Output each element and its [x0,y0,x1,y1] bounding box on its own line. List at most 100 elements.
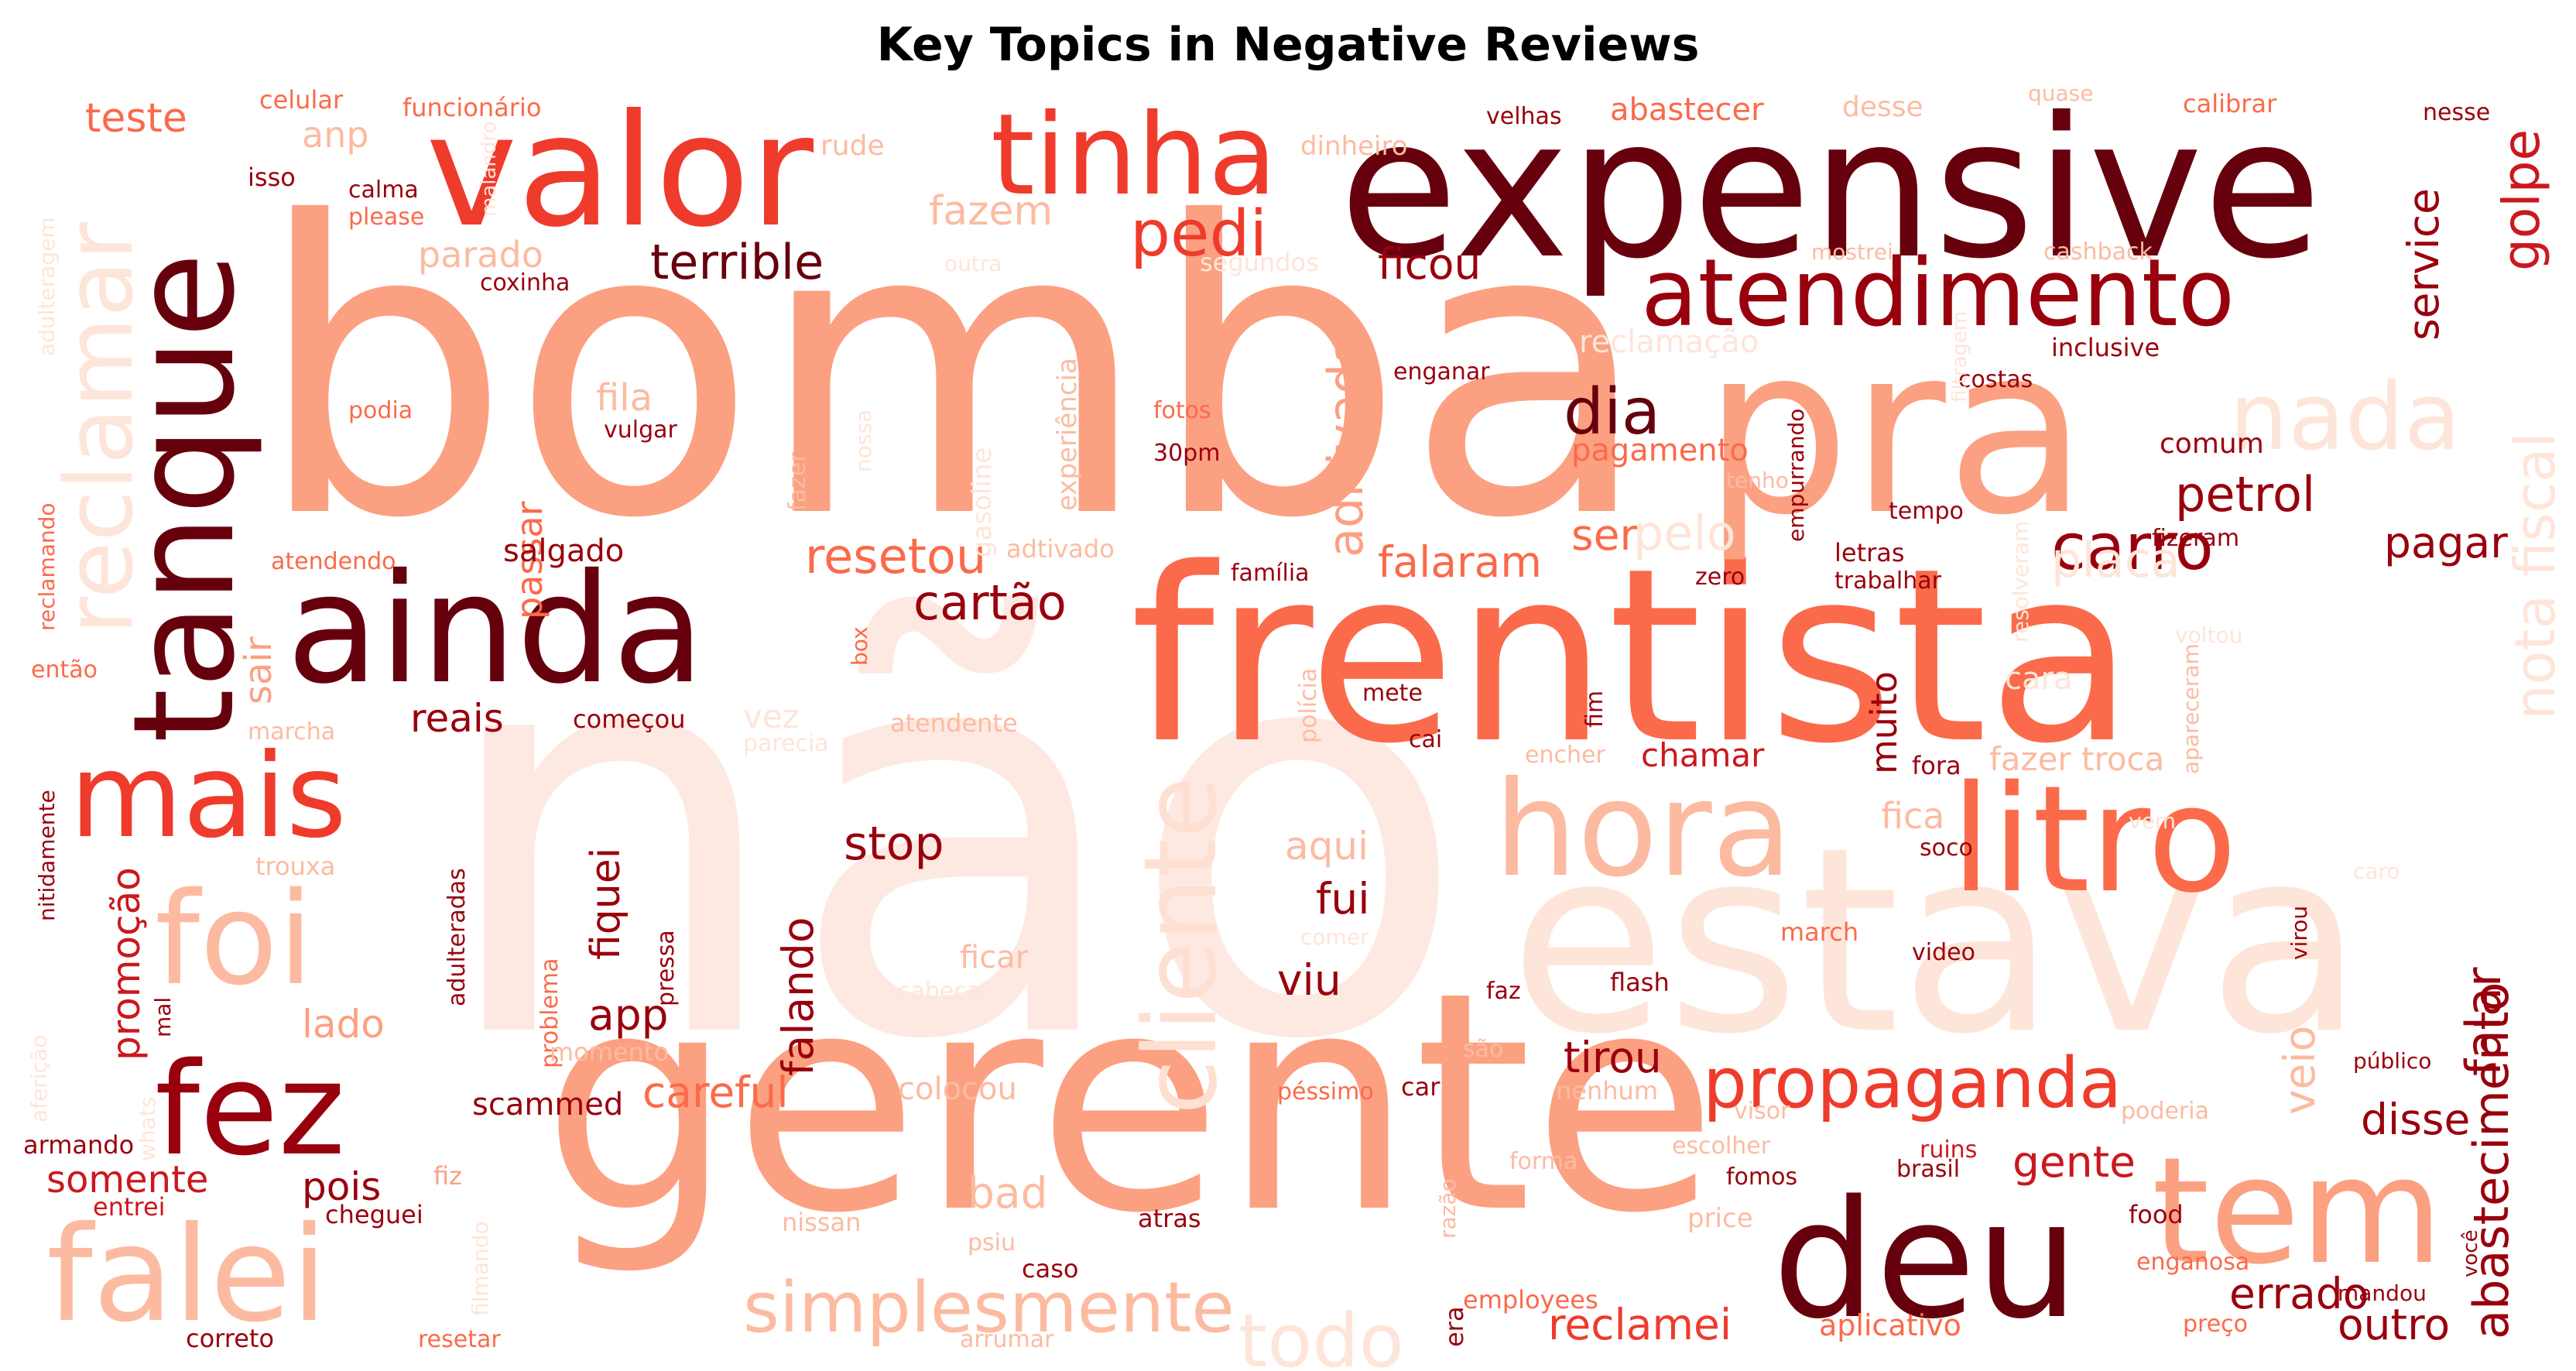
word-resetar: resetar [418,1326,501,1353]
word-fazem: fazem [929,188,1053,235]
word-careful: careful [642,1068,789,1117]
word-pedi: pedi [1130,197,1267,271]
word-voltou: voltou [2175,622,2242,648]
word-adulteradas: adulteradas [444,868,471,1006]
word-golpe: golpe [2492,129,2551,271]
word-placa: placa [2051,532,2180,588]
word-parecia: parecia [743,730,829,757]
word-passar: passar [509,501,550,619]
word-desse: desse [1842,91,1923,123]
word-falei: falei [46,1198,327,1352]
word-please: please [348,204,424,231]
word-fila: fila [596,376,653,420]
word-estava: estava [1509,793,2364,1090]
word-filmando: filmando [468,1222,493,1317]
word-quase: quase [2028,81,2094,106]
word-petrol: petrol [2175,466,2315,523]
word-segundos: segundos [1200,248,1319,277]
word-nota-fiscal: nota fiscal [2502,433,2567,721]
word-rude: rude [820,130,885,162]
word-errado: errado [2229,1269,2369,1318]
word-público: público [2353,1048,2431,1074]
word-atendendo: atendendo [271,548,396,575]
word-scammed: scammed [472,1087,623,1123]
word-pressa: pressa [653,930,680,1006]
word-funcionário: funcionário [402,93,541,122]
word-flash: flash [1610,968,1670,997]
word-empurrando: empurrando [1783,409,1809,542]
word-ainda: ainda [286,541,705,717]
word-fiquei: fiquei [583,848,629,960]
word-mete: mete [1362,680,1423,707]
word-calma: calma [348,177,419,204]
word-sair: sair [237,636,280,704]
word-nitidamente: nitidamente [34,790,60,921]
word-aqui: aqui [1285,824,1368,869]
word-cabeça: cabeça [898,978,981,1005]
word-fazer: fazer [784,452,811,511]
word-não: não [433,512,1469,1161]
word-falar: falar [2455,967,2512,1076]
word-hora: hora [1494,753,1793,907]
word-fotos: fotos [1153,397,1211,424]
word-podia: podia [348,397,413,424]
word-caso: caso [1022,1254,1078,1284]
word-nesse: nesse [2423,99,2490,126]
word-cliente: cliente [1122,776,1239,1115]
word-box: box [847,626,872,666]
word-tenho: tenho [1726,468,1789,493]
word-pra: pra [1703,296,2088,566]
word-gerente: gerente [542,927,1718,1279]
word-salgado: salgado [503,533,624,569]
word-fora: fora [1912,751,1961,780]
word-nissan: nissan [782,1208,861,1237]
word-malandro: malandro [478,122,501,217]
word-filtragem: filtragem [1948,311,1971,403]
word-frentista: frentista [1130,517,2135,797]
word-teste: teste [85,95,187,142]
word-falaram: falaram [1378,537,1542,587]
word-fui: fui [1316,874,1370,924]
word-comum: comum [2160,428,2264,460]
word-pagamento: pagamento [1571,433,1749,468]
word-reclamar: reclamar [46,221,154,635]
word-viu: viu [1277,955,1341,1005]
word-car: car [1401,1072,1440,1102]
word-experiência: experiência [1052,358,1083,511]
word-terrible: terrible [650,234,824,290]
word-família: família [1231,560,1310,587]
word-disse: disse [2361,1095,2470,1144]
word-video: video [1912,939,1975,966]
word-cartão: cartão [913,574,1067,631]
word-lado: lado [302,1002,385,1047]
word-resolveram: resolveram [2008,521,2033,643]
word-atendimento: atendimento [1641,240,2235,348]
word-todo: todo [1238,1299,1404,1371]
word-inclusive: inclusive [2051,333,2160,362]
word-fizeram: fizeram [2152,525,2239,552]
word-soco: soco [1920,835,1973,862]
word-tirou: tirou [1564,1033,1662,1082]
word-bomba: bomba [255,137,1652,606]
word-vez: vez [743,697,800,735]
word-atendente: atendente [890,708,1018,738]
word-carro: carro [2051,511,2214,584]
word-somente: somente [46,1158,208,1201]
word-simplesmente: simplesmente [743,1267,1235,1349]
word-momento: momento [550,1037,669,1067]
word-ruins: ruins [1920,1136,1977,1164]
word-resetou: resetou [805,528,986,584]
word-visor: visor [1734,1098,1790,1125]
word-whats: whats [135,1097,160,1161]
word-zero: zero [1695,564,1745,591]
word-reclamei: reclamei [1548,1300,1732,1349]
word-gente: gente [2012,1137,2136,1187]
word-litro: litro [1951,754,2237,925]
word-fim: fim [1581,691,1608,728]
word-expensive: expensive [1339,76,2322,301]
word-mais: mais [70,729,347,864]
word-fazer-troca: fazer troca [1989,740,2164,778]
word-encher: encher [1525,742,1605,769]
word-abastecimento: abastecimento [2463,982,2519,1340]
